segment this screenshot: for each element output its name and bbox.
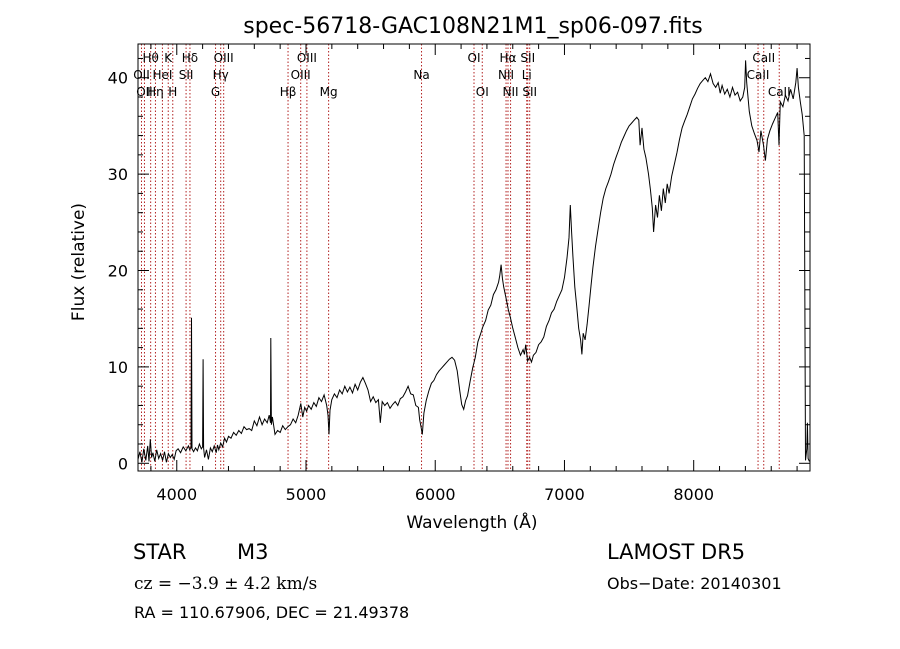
line-label: SII: [522, 85, 537, 99]
coordinates: RA = 110.67906, DEC = 21.49378: [134, 603, 410, 622]
line-label: Hθ: [142, 51, 158, 65]
chart-title: spec-56718-GAC108N21M1_sp06-097.fits: [243, 14, 703, 39]
line-label: Li: [522, 68, 532, 82]
y-tick-label: 30: [108, 165, 128, 184]
line-label: SII: [520, 51, 535, 65]
x-tick-label: 6000: [415, 485, 456, 504]
line-label: SII: [179, 68, 194, 82]
line-label: OII: [136, 85, 153, 99]
line-label: NII: [503, 85, 519, 99]
emission-line-labels: OIIOIIHθHηHeIKHSIIHδGHγOIIIHβOIIIOIIIMgN…: [133, 51, 790, 99]
observation-date: Obs−Date: 20140301: [607, 574, 782, 593]
x-tick-label: 7000: [544, 485, 585, 504]
emission-line-markers: [140, 44, 780, 471]
survey-name: LAMOST DR5: [607, 540, 746, 564]
line-label: Hα: [500, 51, 517, 65]
line-label: Mg: [320, 85, 338, 99]
x-tick-label: 4000: [156, 485, 197, 504]
line-label: Hη: [147, 85, 164, 99]
x-axis: 4000 5000 6000 7000 8000: [150, 44, 798, 504]
y-tick-label: 0: [118, 454, 128, 473]
x-axis-label: Wavelength (Å): [406, 511, 537, 533]
line-label: CaII: [768, 85, 791, 99]
line-label: OI: [468, 51, 481, 65]
line-label: OI: [476, 85, 489, 99]
y-tick-label: 10: [108, 358, 128, 377]
line-label: K: [164, 51, 173, 65]
line-label: H: [168, 85, 177, 99]
line-label: CaII: [747, 68, 770, 82]
object-subclass: M3: [237, 540, 269, 564]
redshift-cz: cz = −3.9 ± 4.2 km/s: [134, 574, 318, 594]
line-label: HeI: [152, 68, 172, 82]
line-label: OIII: [214, 51, 234, 65]
y-tick-label: 20: [108, 262, 128, 281]
spectrum-line: [137, 60, 810, 463]
x-tick-label: 5000: [286, 485, 327, 504]
y-axis-label: Flux (relative): [69, 203, 89, 321]
line-label: OII: [133, 68, 150, 82]
y-axis: 0 10 20 30 40: [108, 57, 810, 473]
object-class: STAR: [133, 540, 187, 564]
line-label: OIII: [297, 51, 317, 65]
line-label: G: [211, 85, 220, 99]
line-label: OIII: [291, 68, 311, 82]
x-tick-label: 8000: [673, 485, 714, 504]
line-label: Hδ: [182, 51, 198, 65]
plot-frame: [137, 43, 811, 472]
line-label: Hβ: [280, 85, 297, 99]
line-label: Hγ: [213, 68, 229, 82]
y-tick-label: 40: [108, 69, 128, 88]
line-label: Na: [413, 68, 429, 82]
line-label: NII: [498, 68, 514, 82]
line-label: CaII: [752, 51, 775, 65]
